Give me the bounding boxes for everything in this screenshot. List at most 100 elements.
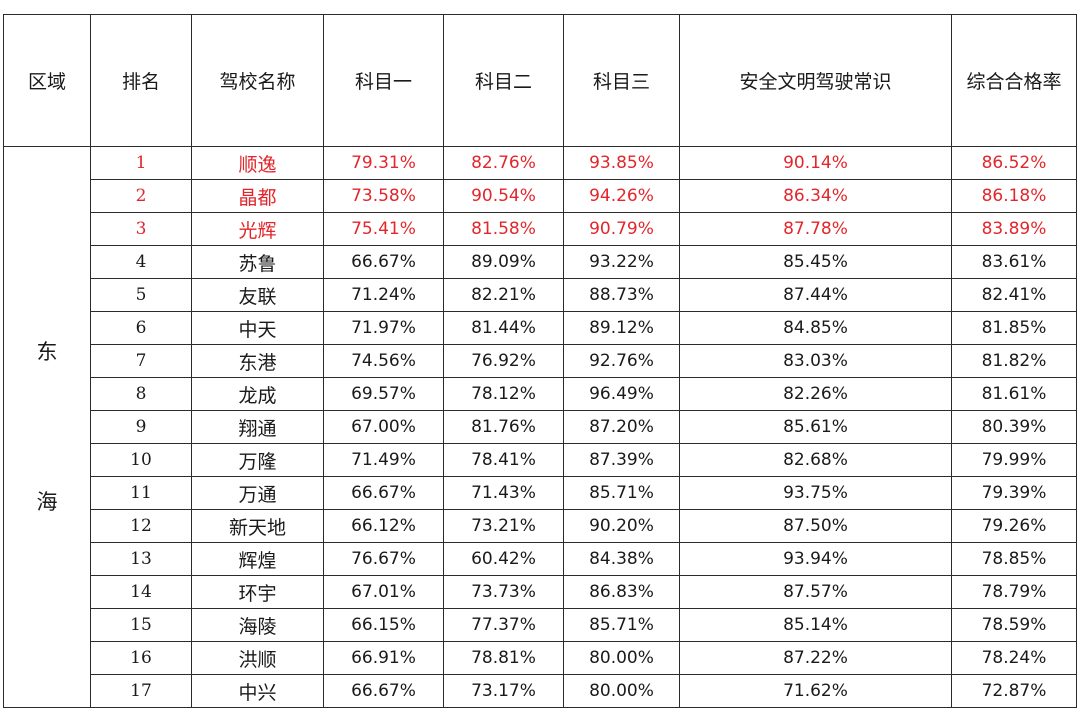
rank-cell: 15 <box>90 608 192 642</box>
subject-one-cell: 66.91% <box>323 641 444 675</box>
table-row: 8 龙成 69.57% 78.12% 96.49% 82.26% 81.61% <box>4 377 1077 411</box>
header-subject-two: 科目二 <box>443 14 564 147</box>
subject-two-cell: 76.92% <box>443 344 564 378</box>
rank-cell: 3 <box>90 212 192 246</box>
subject-one-cell: 66.67% <box>323 674 444 708</box>
header-school-name: 驾校名称 <box>191 14 324 147</box>
overall-rate-cell: 81.85% <box>951 311 1077 345</box>
subject-one-cell: 71.97% <box>323 311 444 345</box>
rank-cell: 16 <box>90 641 192 675</box>
safety-knowledge-cell: 83.03% <box>679 344 952 378</box>
table-row: 11 万通 66.67% 71.43% 85.71% 93.75% 79.39% <box>4 476 1077 510</box>
overall-rate-cell: 83.61% <box>951 245 1077 279</box>
subject-three-cell: 85.71% <box>563 476 680 510</box>
safety-knowledge-cell: 93.75% <box>679 476 952 510</box>
safety-knowledge-cell: 84.85% <box>679 311 952 345</box>
region-char-2: 海 <box>36 490 58 514</box>
subject-one-cell: 67.01% <box>323 575 444 609</box>
school-name-cell: 光辉 <box>191 212 324 246</box>
overall-rate-cell: 86.52% <box>951 146 1077 180</box>
subject-one-cell: 67.00% <box>323 410 444 444</box>
rank-cell: 2 <box>90 179 192 213</box>
school-name-cell: 友联 <box>191 278 324 312</box>
subject-three-cell: 80.00% <box>563 641 680 675</box>
safety-knowledge-cell: 85.45% <box>679 245 952 279</box>
header-row: 区域 排名 驾校名称 科目一 科目二 科目三 安全文明驾驶常识 综合合格率 <box>3 14 1077 147</box>
subject-one-cell: 66.12% <box>323 509 444 543</box>
header-region: 区域 <box>3 14 91 147</box>
table-header: 区域 排名 驾校名称 科目一 科目二 科目三 安全文明驾驶常识 综合合格率 <box>3 14 1077 147</box>
subject-two-cell: 81.76% <box>443 410 564 444</box>
subject-one-cell: 79.31% <box>323 146 444 180</box>
table-row: 14 环宇 67.01% 73.73% 86.83% 87.57% 78.79% <box>4 575 1077 609</box>
subject-two-cell: 82.21% <box>443 278 564 312</box>
subject-two-cell: 82.76% <box>443 146 564 180</box>
overall-rate-cell: 80.39% <box>951 410 1077 444</box>
subject-two-cell: 78.41% <box>443 443 564 477</box>
overall-rate-cell: 79.26% <box>951 509 1077 543</box>
table-row: 6 中天 71.97% 81.44% 89.12% 84.85% 81.85% <box>4 311 1077 345</box>
overall-rate-cell: 78.85% <box>951 542 1077 576</box>
rank-cell: 13 <box>90 542 192 576</box>
table-row: 5 友联 71.24% 82.21% 88.73% 87.44% 82.41% <box>4 278 1077 312</box>
header-rank: 排名 <box>90 14 192 147</box>
safety-knowledge-cell: 85.14% <box>679 608 952 642</box>
school-name-cell: 辉煌 <box>191 542 324 576</box>
overall-rate-cell: 83.89% <box>951 212 1077 246</box>
subject-three-cell: 89.12% <box>563 311 680 345</box>
overall-rate-cell: 78.79% <box>951 575 1077 609</box>
subject-two-cell: 78.12% <box>443 377 564 411</box>
subject-two-cell: 71.43% <box>443 476 564 510</box>
subject-three-cell: 90.79% <box>563 212 680 246</box>
overall-rate-cell: 78.59% <box>951 608 1077 642</box>
subject-two-cell: 73.73% <box>443 575 564 609</box>
subject-three-cell: 93.22% <box>563 245 680 279</box>
school-name-cell: 万通 <box>191 476 324 510</box>
subject-three-cell: 93.85% <box>563 146 680 180</box>
header-safety-knowledge: 安全文明驾驶常识 <box>679 14 952 147</box>
subject-three-cell: 90.20% <box>563 509 680 543</box>
rank-cell: 7 <box>90 344 192 378</box>
safety-knowledge-cell: 85.61% <box>679 410 952 444</box>
rank-cell: 5 <box>90 278 192 312</box>
rank-cell: 11 <box>90 476 192 510</box>
overall-rate-cell: 78.24% <box>951 641 1077 675</box>
overall-rate-cell: 86.18% <box>951 179 1077 213</box>
safety-knowledge-cell: 87.57% <box>679 575 952 609</box>
school-name-cell: 苏鲁 <box>191 245 324 279</box>
rank-cell: 10 <box>90 443 192 477</box>
table-row: 东海 1 顺逸 79.31% 82.76% 93.85% 90.14% 86.52% <box>3 146 1077 708</box>
subject-two-cell: 73.21% <box>443 509 564 543</box>
pass-rate-table-container: 区域 排名 驾校名称 科目一 科目二 科目三 安全文明驾驶常识 综合合格率 东海… <box>3 14 1077 708</box>
table-row: 17 中兴 66.67% 73.17% 80.00% 71.62% 72.87% <box>4 674 1077 708</box>
subject-three-cell: 87.39% <box>563 443 680 477</box>
safety-knowledge-cell: 71.62% <box>679 674 952 708</box>
subject-three-cell: 87.20% <box>563 410 680 444</box>
school-name-cell: 海陵 <box>191 608 324 642</box>
rank-cell: 17 <box>90 674 192 708</box>
overall-rate-cell: 79.39% <box>951 476 1077 510</box>
subject-three-cell: 86.83% <box>563 575 680 609</box>
school-name-cell: 晶都 <box>191 179 324 213</box>
table-row: 15 海陵 66.15% 77.37% 85.71% 85.14% 78.59% <box>4 608 1077 642</box>
subject-three-cell: 88.73% <box>563 278 680 312</box>
school-name-cell: 中天 <box>191 311 324 345</box>
subject-two-cell: 90.54% <box>443 179 564 213</box>
table-row: 10 万隆 71.49% 78.41% 87.39% 82.68% 79.99% <box>4 443 1077 477</box>
subject-one-cell: 71.24% <box>323 278 444 312</box>
school-name-cell: 环宇 <box>191 575 324 609</box>
region-char-1: 东 <box>36 340 58 364</box>
table-row: 2 晶都 73.58% 90.54% 94.26% 86.34% 86.18% <box>4 179 1077 213</box>
region-cell: 东海 <box>3 146 91 708</box>
subject-two-cell: 81.44% <box>443 311 564 345</box>
subject-two-cell: 60.42% <box>443 542 564 576</box>
safety-knowledge-cell: 87.22% <box>679 641 952 675</box>
subject-one-cell: 71.49% <box>323 443 444 477</box>
table-row: 13 辉煌 76.67% 60.42% 84.38% 93.94% 78.85% <box>4 542 1077 576</box>
table-row: 12 新天地 66.12% 73.21% 90.20% 87.50% 79.26% <box>4 509 1077 543</box>
header-subject-one: 科目一 <box>323 14 444 147</box>
header-overall-rate: 综合合格率 <box>951 14 1077 147</box>
subject-one-cell: 75.41% <box>323 212 444 246</box>
subject-one-cell: 74.56% <box>323 344 444 378</box>
subject-two-cell: 78.81% <box>443 641 564 675</box>
